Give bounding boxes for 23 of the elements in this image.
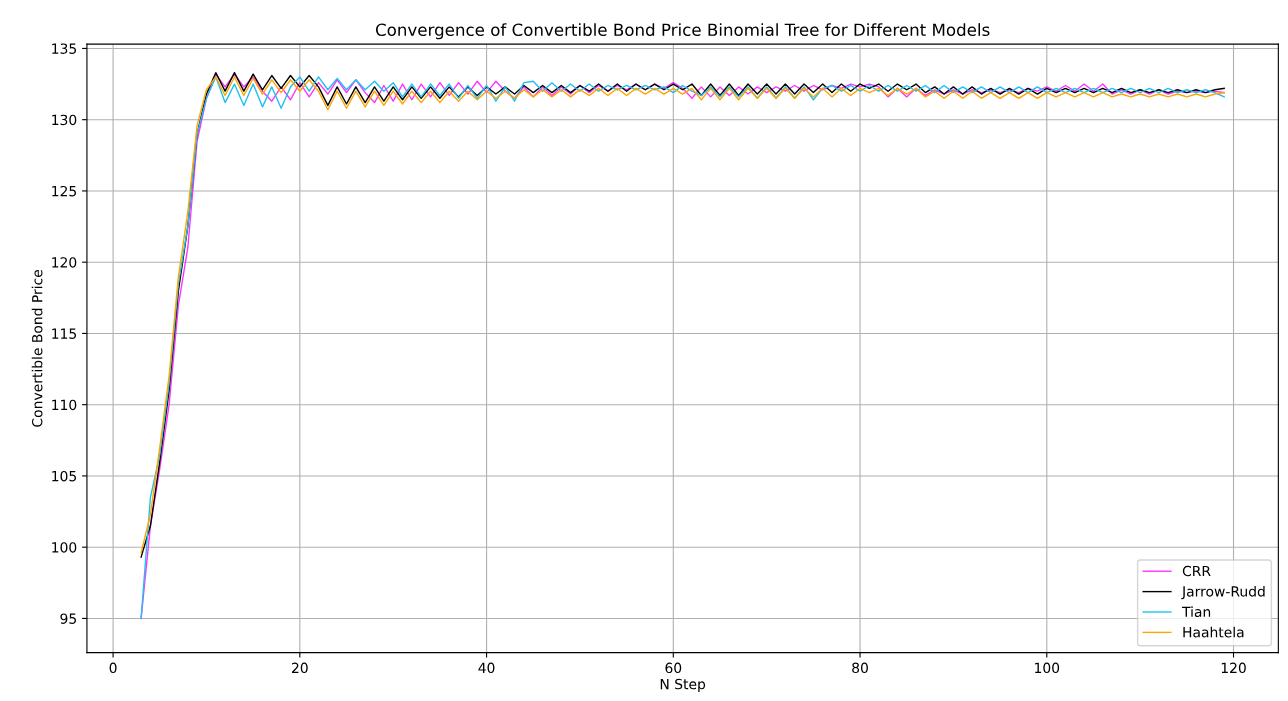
x-tick-label: 100 (1035, 662, 1060, 674)
x-tick-label: 80 (852, 662, 868, 674)
x-tick-label: 60 (665, 662, 682, 674)
y-tick-label: 100 (52, 542, 77, 553)
y-tick-label: 120 (52, 257, 77, 268)
x-tick-label: 40 (478, 662, 495, 674)
legend-label: Tian (1182, 606, 1211, 618)
legend-label: CRR (1182, 565, 1211, 577)
x-axis-title: N Step (660, 678, 706, 693)
y-tick-label: 115 (52, 328, 76, 339)
y-tick-label: 130 (52, 114, 77, 126)
x-tick-label: 0 (109, 662, 117, 674)
legend-label: Jarrow-Rudd (1181, 585, 1265, 600)
x-tick-label: 20 (292, 662, 308, 674)
legend-label: Haahtela (1183, 626, 1244, 638)
chart-title: Convergence of Convertible Bond Price Binomial Tree for Different Models (375, 23, 990, 40)
y-tick-label: 105 (52, 470, 76, 482)
y-tick-label: 135 (52, 43, 76, 54)
y-tick-label: 125 (52, 185, 76, 197)
y-tick-label: 110 (52, 399, 77, 411)
y-axis-title: Convertible Bond Price (31, 269, 43, 427)
y-tick-label: 95 (60, 613, 76, 624)
x-tick-label: 120 (1221, 662, 1246, 674)
